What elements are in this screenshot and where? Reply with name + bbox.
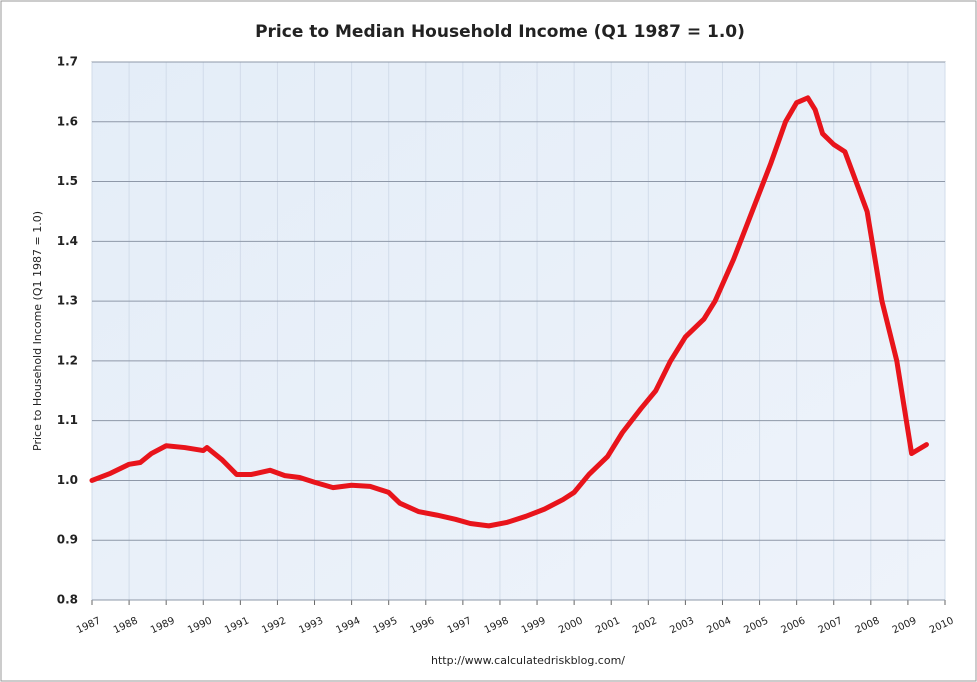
- y-tick-label: 1.7: [57, 55, 78, 69]
- y-tick-label: 0.8: [57, 593, 78, 607]
- source: http://www.calculatedriskblog.com/: [431, 654, 625, 667]
- line: [89, 95, 929, 529]
- chart-title: Price to Median Household Income (Q1 198…: [255, 22, 745, 42]
- y-tick-label: 1.0: [57, 473, 78, 487]
- y-tick-label: 1.1: [57, 413, 78, 427]
- y-tick-label: 0.9: [57, 533, 78, 547]
- y-tick-label: 1.3: [57, 294, 78, 308]
- y-tick-label: 1.4: [57, 234, 78, 248]
- y-tick-label: 1.2: [57, 353, 78, 367]
- y-tick-label: 1.6: [57, 114, 78, 128]
- y-tick-label: 1.5: [57, 174, 78, 188]
- y-axis-label: Price to Household Income (Q1 1987 = 1.0…: [31, 211, 44, 451]
- plot-area: [91, 61, 946, 601]
